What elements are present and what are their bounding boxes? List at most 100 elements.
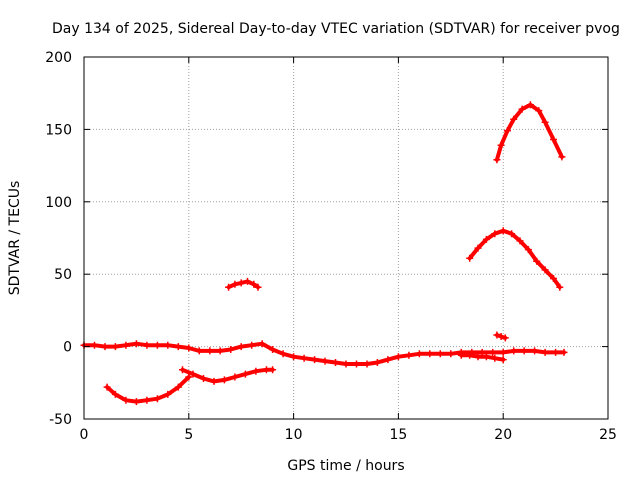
data-point <box>558 153 566 161</box>
data-point <box>143 396 151 404</box>
y-tick-label: 50 <box>54 267 72 283</box>
data-point <box>220 376 228 384</box>
data-point <box>231 373 239 381</box>
data-point <box>491 230 499 238</box>
data-point <box>279 350 287 358</box>
data-point <box>269 346 277 353</box>
data-point <box>111 343 119 351</box>
data-point <box>550 136 557 143</box>
data-point <box>189 370 197 378</box>
data-point <box>241 370 249 378</box>
data-point <box>560 348 568 356</box>
data-point <box>541 266 549 274</box>
data-point <box>516 237 524 245</box>
data-point <box>164 390 172 398</box>
data-point <box>482 235 490 243</box>
data-point <box>466 351 474 359</box>
data-point <box>122 341 130 349</box>
data-point <box>556 283 564 291</box>
data-point <box>466 254 474 262</box>
series-trace <box>467 228 562 290</box>
data-point <box>237 343 245 351</box>
data-point <box>132 340 140 348</box>
data-point <box>373 359 381 366</box>
data-point <box>499 348 507 356</box>
data-point <box>482 353 490 361</box>
data-point <box>237 279 245 287</box>
data-series <box>493 101 566 164</box>
data-point <box>195 347 203 355</box>
data-point <box>262 366 270 374</box>
data-point <box>227 346 235 353</box>
data-point <box>248 341 256 349</box>
x-tick-label: 5 <box>184 427 193 443</box>
y-tick-label: 100 <box>45 195 72 211</box>
data-point <box>550 275 557 282</box>
data-point <box>91 341 98 349</box>
data-point <box>497 333 505 340</box>
data-series <box>225 277 262 291</box>
x-tick-label: 25 <box>599 427 617 443</box>
data-point <box>474 244 482 252</box>
data-point <box>210 377 218 385</box>
data-point <box>491 354 499 362</box>
data-point <box>143 341 151 349</box>
data-point <box>474 353 482 361</box>
data-point <box>269 366 277 374</box>
data-point <box>518 105 526 113</box>
data-point <box>394 353 402 361</box>
data-point <box>111 390 119 398</box>
data-point <box>321 357 329 365</box>
data-point <box>206 347 214 355</box>
data-point <box>552 348 560 356</box>
data-point <box>533 257 541 265</box>
data-point <box>290 353 298 361</box>
data-series <box>457 351 507 364</box>
x-tick-label: 10 <box>285 427 303 443</box>
chart-title: Day 134 of 2025, Sidereal Day-to-day VTE… <box>52 21 620 37</box>
data-point <box>101 343 109 351</box>
series-trace <box>494 102 564 162</box>
data-series <box>466 227 564 291</box>
data-point <box>426 350 434 358</box>
data-series <box>179 366 277 385</box>
data-point <box>541 348 549 356</box>
data-point <box>153 395 161 403</box>
y-tick-label: 150 <box>45 122 72 138</box>
data-point <box>225 283 233 291</box>
series-layer <box>80 101 568 406</box>
data-point <box>122 396 130 404</box>
grid-layer <box>84 57 608 419</box>
data-point <box>510 347 518 355</box>
data-point <box>524 246 532 254</box>
data-point <box>520 347 528 355</box>
y-tick-label: 200 <box>45 50 72 66</box>
data-point <box>503 127 511 135</box>
data-point <box>132 398 140 406</box>
data-point <box>510 115 518 123</box>
data-point <box>174 343 182 351</box>
data-point <box>103 383 111 391</box>
x-tick-label: 20 <box>494 427 512 443</box>
x-tick-label: 0 <box>80 427 89 443</box>
data-point <box>493 156 501 164</box>
series-trace <box>105 375 191 404</box>
y-tick-label: -50 <box>49 412 72 428</box>
data-point <box>415 350 423 358</box>
data-series <box>103 373 193 406</box>
data-point <box>332 359 339 366</box>
data-point <box>497 141 505 149</box>
data-point <box>300 354 308 362</box>
data-point <box>153 341 161 349</box>
data-point <box>501 334 509 342</box>
data-point <box>185 373 193 381</box>
data-point <box>342 360 350 368</box>
x-axis-label: GPS time / hours <box>287 458 404 474</box>
x-tick-label: 15 <box>389 427 407 443</box>
data-point <box>499 227 507 235</box>
data-point <box>200 375 207 382</box>
data-point <box>185 344 193 352</box>
data-point <box>384 356 392 364</box>
tick-layer: 0 5 10 15 20 25 -50 0 50 100 150 200 <box>45 50 617 443</box>
data-point <box>258 340 266 348</box>
